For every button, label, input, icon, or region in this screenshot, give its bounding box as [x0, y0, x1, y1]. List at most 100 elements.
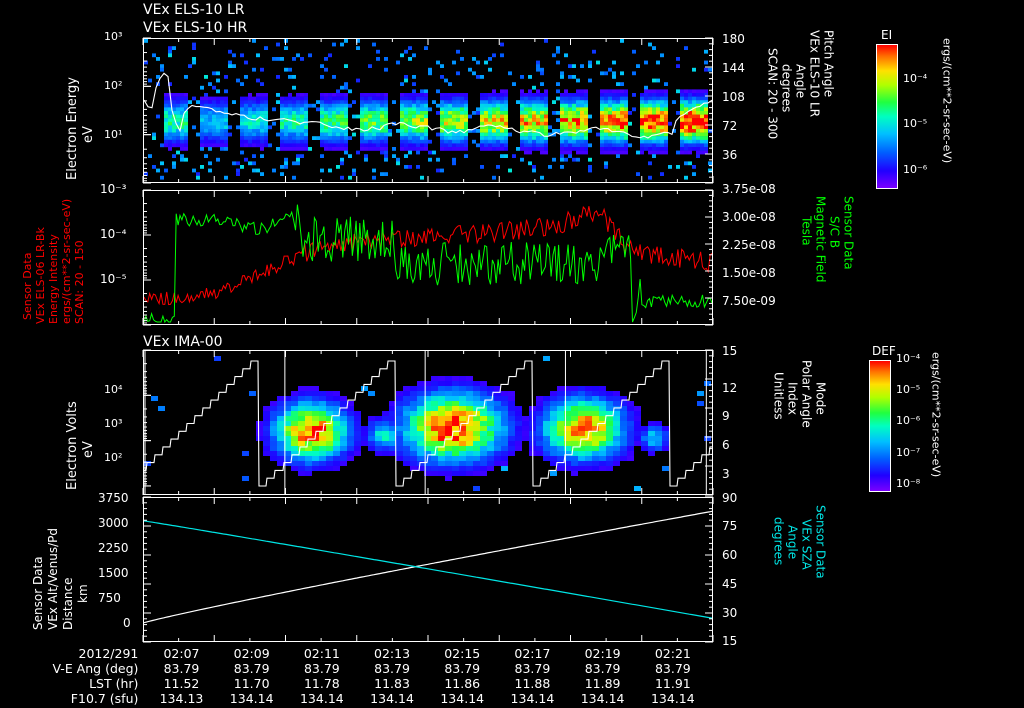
panel2-rtick-4: 7.50e-09	[722, 294, 776, 308]
panel3-rtick-0: 15	[722, 344, 738, 358]
colorbar2-tick-3: 10⁻⁷	[896, 446, 921, 459]
time-3: 02:13	[374, 646, 411, 661]
panel3-rtick-1: 12	[722, 381, 738, 395]
ve-ang-5: 83.79	[514, 661, 551, 676]
time-2: 02:11	[303, 646, 340, 661]
lst-3: 11.83	[374, 676, 410, 691]
f107-4: 134.14	[440, 691, 485, 706]
panel4-ytick-3: 1500	[98, 566, 129, 580]
panel3-rtick-2: 9	[722, 409, 730, 423]
colorbar2-tick-1: 10⁻⁵	[896, 383, 921, 396]
panel1-rtick-4: 36	[722, 148, 738, 162]
panel1-title-hr: VEx ELS-10 HR	[143, 20, 248, 36]
panel2-ytick-0: 10⁻³	[100, 182, 127, 196]
ve-ang-3: 83.79	[374, 661, 410, 676]
table-row-date: 2012/291 02:07 02:09 02:11 02:13 02:15 0…	[8, 646, 708, 661]
panel1-rtick-2: 108	[722, 90, 745, 104]
ve-ang-0: 83.79	[163, 661, 200, 676]
panel4-ytick-1: 3000	[98, 516, 129, 530]
f107-1: 134.14	[229, 691, 274, 706]
panel4-rtick-3: 45	[722, 577, 738, 591]
colorbar2[interactable]	[869, 360, 891, 492]
panel4-ytick-2: 2250	[98, 541, 129, 555]
f107-0: 134.13	[159, 691, 204, 706]
time-7: 02:21	[654, 646, 691, 661]
colorbar2-units: ergs/(cm**2-sr-sec-eV)	[929, 352, 943, 478]
row-label-ve-ang: V-E Ang (deg)	[52, 661, 139, 676]
colorbar2-tick-2: 10⁻⁶	[896, 414, 921, 427]
f107-7: 134.14	[650, 691, 695, 706]
panel2-rtick-1: 3.00e-08	[722, 210, 776, 224]
panel3-spectrogram	[144, 351, 712, 494]
row-label-f107: F10.7 (sfu)	[70, 691, 139, 706]
row-label-lst: LST (hr)	[89, 676, 139, 691]
panel4-rtick-2: 60	[722, 548, 738, 562]
f107-6: 134.14	[580, 691, 625, 706]
panel1-spectrogram	[144, 39, 712, 182]
ve-ang-4: 83.79	[444, 661, 481, 676]
panel1-ytick-0: 10³	[104, 30, 123, 43]
panel2-ytick-1: 10⁻⁴	[100, 227, 127, 241]
f107-5: 134.14	[510, 691, 555, 706]
panel3-title: VEx IMA-00	[143, 334, 223, 350]
panel3-ytick-2: 10²	[104, 451, 123, 464]
colorbar1-label: EI	[881, 28, 893, 42]
lst-0: 11.52	[163, 676, 200, 691]
panel4-plot-area[interactable]	[143, 497, 713, 642]
row-label-date: 2012/291	[78, 646, 139, 661]
panel1-title-lr: VEx ELS-10 LR	[143, 2, 245, 18]
panel2-timeseries	[144, 191, 712, 324]
panel1-rtick-1: 144	[722, 61, 745, 75]
ve-ang-6: 83.79	[584, 661, 621, 676]
panel3-rtick-4: 3	[722, 467, 730, 481]
panel4-rtick-1: 75	[722, 519, 738, 533]
f107-3: 134.14	[370, 691, 414, 706]
panel1-rtick-0: 180	[722, 32, 745, 46]
panel4-rtick-0: 90	[722, 491, 738, 505]
colorbar1-units: ergs/(cm**2-sr-sec-eV)	[940, 38, 954, 164]
panel3-rtick-3: 6	[722, 438, 730, 452]
panel4-ytick-0: 3750	[98, 491, 129, 505]
panel4-ytick-5: 0	[123, 616, 131, 630]
time-4: 02:15	[444, 646, 481, 661]
lst-4: 11.86	[444, 676, 481, 691]
panel2-rtick-2: 2.25e-08	[722, 238, 776, 252]
panel1-ytick-1: 10²	[104, 79, 123, 92]
f107-2: 134.14	[299, 691, 344, 706]
colorbar2-tick-4: 10⁻⁸	[896, 477, 921, 490]
colorbar2-tick-0: 10⁻⁴	[896, 352, 921, 365]
panel2-rtick-3: 1.50e-08	[722, 266, 776, 280]
panel3-ytick-0: 10⁴	[104, 383, 123, 396]
lst-2: 11.78	[303, 676, 340, 691]
panel4-ytick-4: 750	[98, 591, 121, 605]
colorbar2-label: DEF	[872, 344, 896, 358]
lst-7: 11.91	[654, 676, 691, 691]
panel4-timeseries	[144, 498, 712, 641]
lst-5: 11.88	[514, 676, 551, 691]
lst-1: 11.70	[233, 676, 270, 691]
panel1-ytick-2: 10¹	[104, 128, 123, 141]
panel1-rtick-3: 72	[722, 119, 738, 133]
ve-ang-2: 83.79	[303, 661, 340, 676]
panel2-plot-area[interactable]	[143, 190, 713, 325]
panel4-rtick-5: 15	[722, 634, 738, 648]
colorbar1-tick-0: 10⁻⁴	[903, 72, 928, 85]
table-row-f107: F10.7 (sfu) 134.13 134.14 134.14 134.14 …	[8, 691, 708, 706]
panel1-plot-area[interactable]	[143, 38, 713, 183]
time-6: 02:19	[584, 646, 621, 661]
panel3-plot-area[interactable]	[143, 350, 713, 495]
table-row-lst: LST (hr) 11.52 11.70 11.78 11.83 11.86 1…	[8, 676, 708, 691]
bottom-data-table: 2012/291 02:07 02:09 02:11 02:13 02:15 0…	[8, 646, 708, 706]
panel4-rtick-4: 30	[722, 606, 738, 620]
panel3-ytick-1: 10³	[104, 417, 123, 430]
time-5: 02:17	[514, 646, 551, 661]
colorbar1[interactable]	[876, 44, 898, 189]
time-0: 02:07	[163, 646, 200, 661]
ve-ang-1: 83.79	[233, 661, 270, 676]
colorbar1-tick-2: 10⁻⁶	[903, 163, 928, 176]
panel2-ytick-2: 10⁻⁵	[100, 272, 127, 286]
time-1: 02:09	[233, 646, 270, 661]
panel2-rtick-0: 3.75e-08	[722, 182, 776, 196]
colorbar1-tick-1: 10⁻⁵	[903, 117, 928, 130]
